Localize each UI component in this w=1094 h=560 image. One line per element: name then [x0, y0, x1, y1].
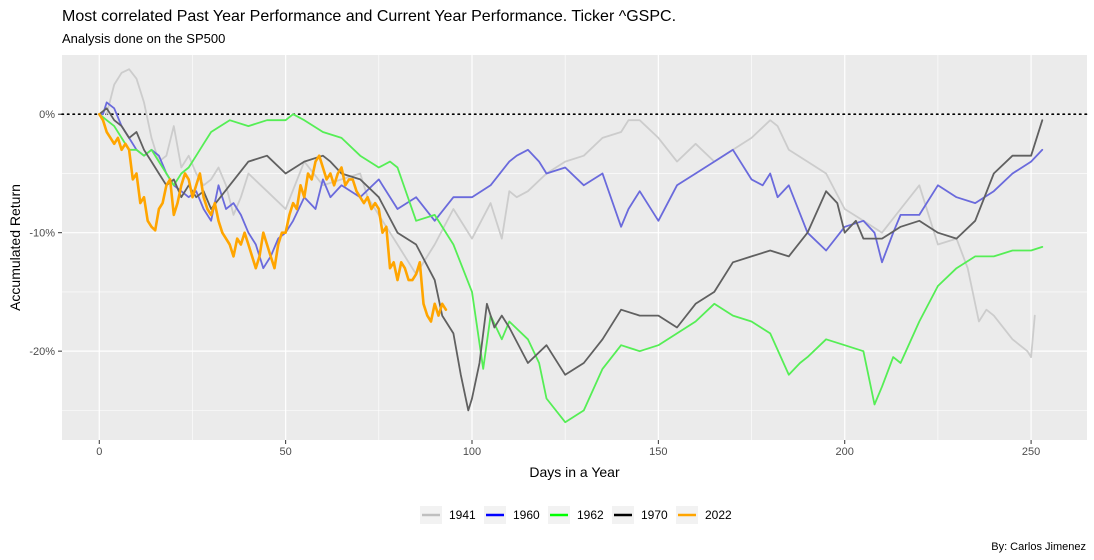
x-tick-label: 50 — [280, 446, 292, 458]
plot-panel — [62, 55, 1087, 440]
x-tick-label: 0 — [96, 446, 102, 458]
series-line-1962 — [98, 113, 1044, 424]
y-tick-label: -10% — [29, 228, 55, 240]
x-axis-title: Days in a Year — [529, 464, 620, 480]
series-line-1960 — [98, 101, 1044, 270]
x-tick-label: 100 — [463, 446, 481, 458]
series-line-1970 — [98, 107, 1044, 412]
legend-label: 1962 — [577, 508, 604, 522]
legend-label: 1970 — [641, 508, 668, 522]
y-tick-label: 0% — [39, 109, 55, 121]
legend-item-1962: 1962 — [548, 506, 604, 524]
legend-label: 1941 — [449, 508, 476, 522]
x-tick-label: 200 — [836, 446, 854, 458]
legend-label: 2022 — [705, 508, 732, 522]
legend-label: 1960 — [513, 508, 540, 522]
chart-title: Most correlated Past Year Performance an… — [62, 8, 677, 25]
legend-item-1941: 1941 — [420, 506, 476, 524]
x-axis-ticks: 0 50 100 150 200 250 — [96, 440, 1040, 458]
legend-item-1960: 1960 — [484, 506, 540, 524]
series-line-2022 — [98, 112, 448, 323]
caption-author: By: Carlos Jimenez — [991, 541, 1086, 553]
legend-item-1970: 1970 — [612, 506, 668, 524]
y-tick-label: -20% — [29, 346, 55, 358]
x-tick-label: 250 — [1022, 446, 1040, 458]
series-line-1941 — [105, 68, 1036, 359]
legend-item-2022: 2022 — [676, 506, 732, 524]
minor-gridlines — [62, 55, 1087, 440]
y-axis-ticks: 0% -10% -20% — [29, 109, 62, 358]
y-axis-title: Accumulated Return — [7, 184, 23, 311]
legend: 1941 1960 1962 1970 2022 — [420, 506, 732, 524]
series-lines — [98, 68, 1044, 424]
chart-subtitle: Analysis done on the SP500 — [62, 31, 226, 46]
x-tick-label: 150 — [649, 446, 667, 458]
